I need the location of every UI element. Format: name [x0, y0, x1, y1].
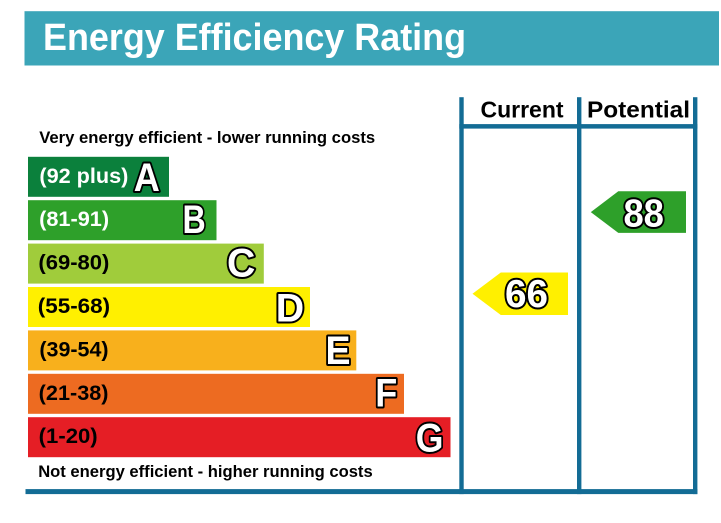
- svg-text:F: F: [375, 372, 397, 416]
- svg-text:(55-68): (55-68): [38, 295, 110, 318]
- svg-text:Energy Efficiency Rating: Energy Efficiency Rating: [43, 17, 466, 59]
- svg-text:B: B: [183, 198, 206, 242]
- svg-text:G: G: [416, 417, 444, 461]
- svg-text:Very energy efficient - lower: Very energy efficient - lower running co…: [39, 128, 375, 147]
- svg-text:(81-91): (81-91): [39, 208, 109, 231]
- svg-text:(21-38): (21-38): [39, 382, 109, 405]
- svg-text:A: A: [134, 156, 160, 200]
- svg-text:88: 88: [623, 192, 664, 235]
- svg-text:Current: Current: [480, 97, 563, 123]
- svg-text:66: 66: [505, 273, 548, 316]
- svg-text:(39-54): (39-54): [39, 338, 108, 361]
- svg-text:D: D: [276, 287, 304, 331]
- svg-text:E: E: [326, 329, 351, 373]
- svg-text:(69-80): (69-80): [38, 252, 109, 275]
- svg-text:(1-20): (1-20): [39, 425, 98, 448]
- svg-text:C: C: [227, 242, 255, 286]
- svg-text:(92 plus): (92 plus): [39, 165, 128, 188]
- svg-text:Not energy efficient - higher: Not energy efficient - higher running co…: [38, 462, 373, 481]
- svg-text:Potential: Potential: [587, 97, 690, 123]
